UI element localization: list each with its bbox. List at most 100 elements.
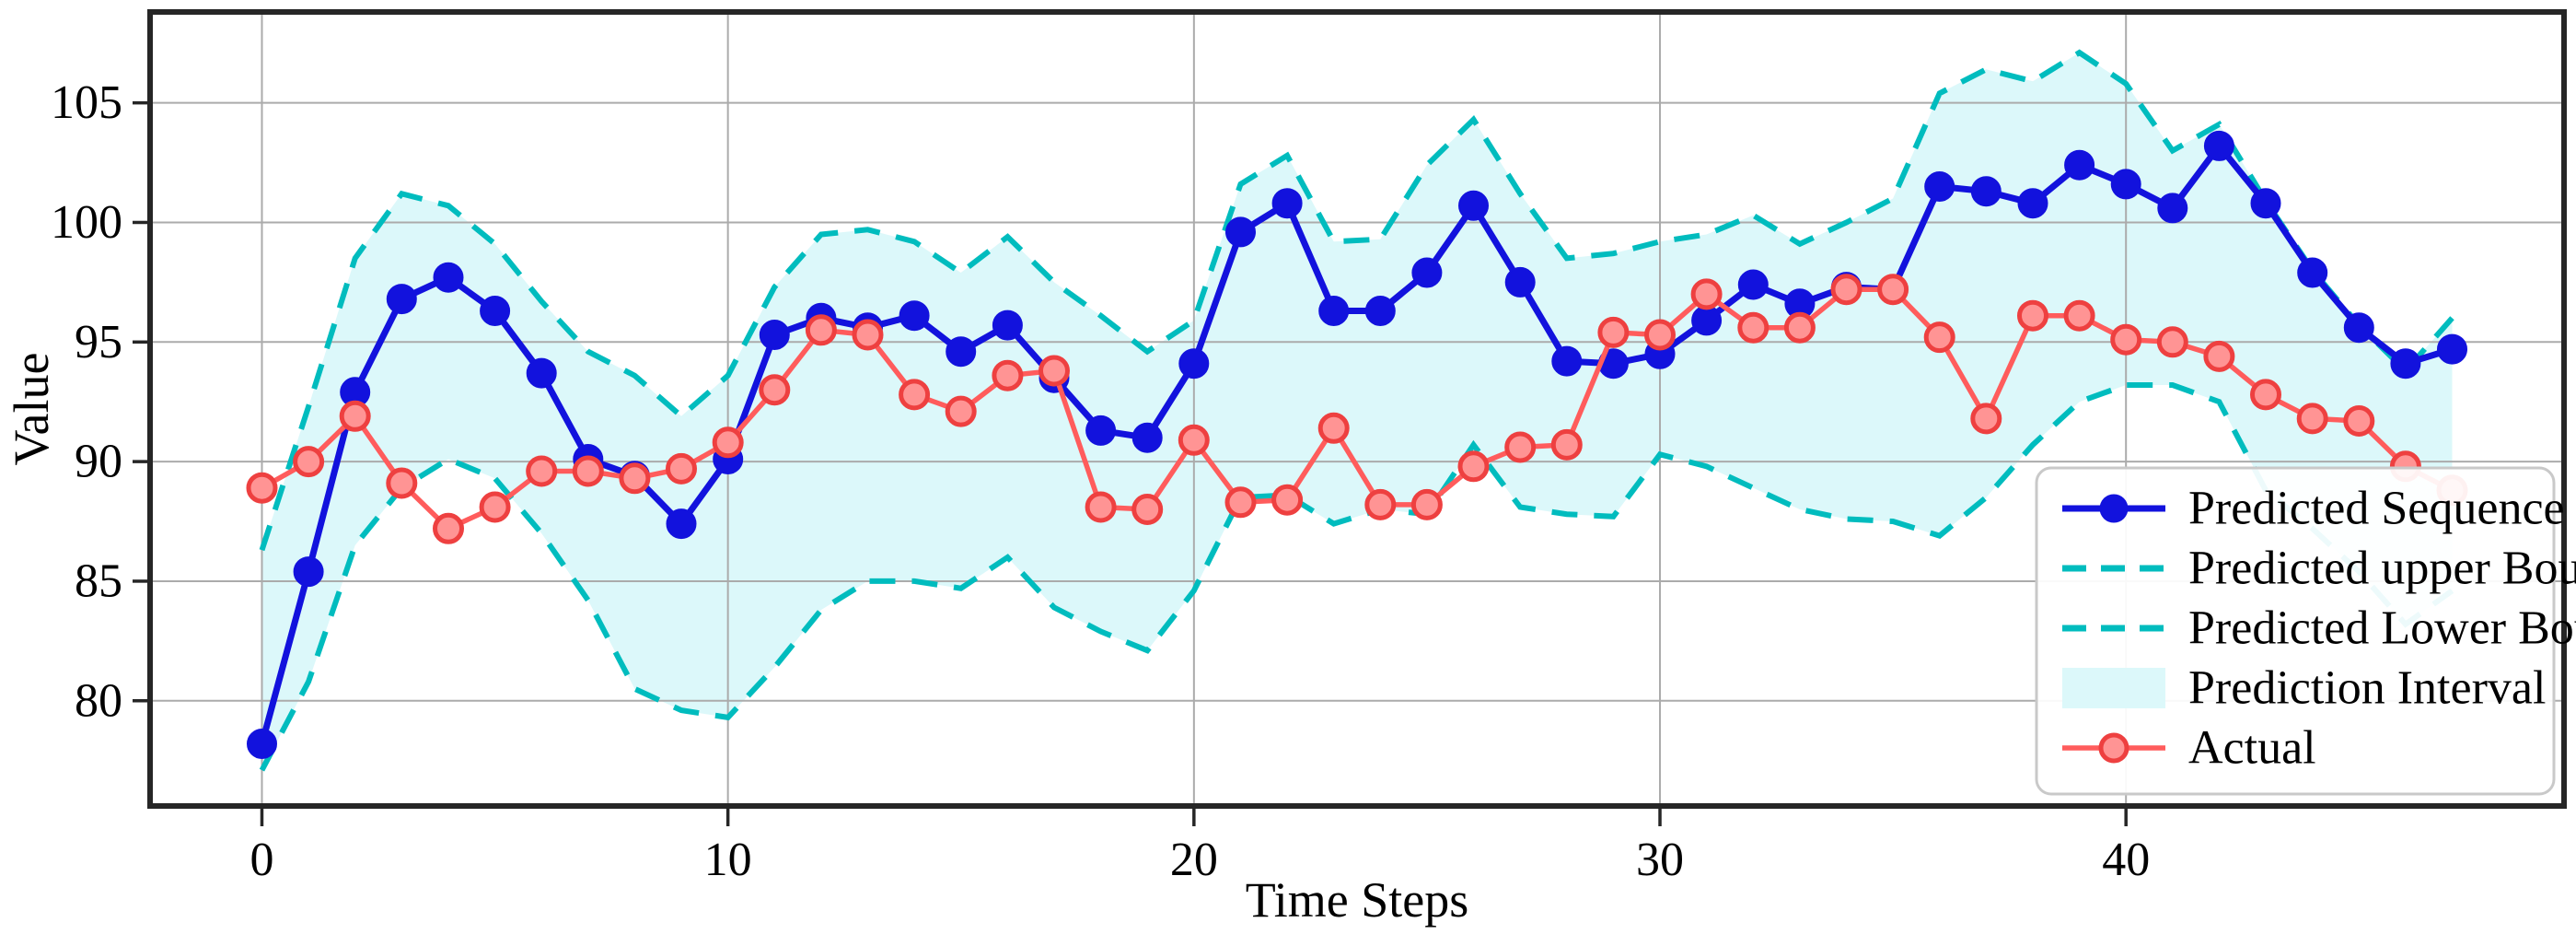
actual-marker: [526, 455, 558, 487]
predicted-sequence-marker: [1318, 296, 1350, 326]
legend-sample-actual-marker: [2098, 732, 2129, 764]
actual-marker: [2296, 403, 2328, 435]
actual-marker: [2110, 323, 2142, 356]
predicted-sequence-marker: [2110, 169, 2141, 200]
actual-marker: [2156, 326, 2188, 358]
legend-box: [2035, 466, 2556, 796]
actual-marker: [666, 452, 697, 485]
legend-sample-interval-swatch: [2062, 668, 2165, 708]
actual-marker: [1923, 321, 1955, 354]
x-tick-label: 20: [1170, 834, 1218, 886]
actual-marker: [2343, 405, 2375, 437]
actual-marker: [1410, 488, 1443, 520]
x-tick-label: 10: [704, 834, 752, 886]
y-tick-label: 90: [75, 436, 122, 488]
actual-marker: [2017, 299, 2048, 332]
predicted-sequence-marker: [759, 320, 790, 350]
actual-marker: [479, 491, 511, 523]
actual-marker: [1644, 319, 1676, 351]
predicted-sequence-marker: [1271, 188, 1303, 219]
actual-marker: [293, 446, 325, 478]
actual-marker: [619, 462, 651, 495]
actual-marker: [1085, 491, 1117, 523]
actual-marker: [2063, 299, 2095, 332]
y-tick-label: 95: [75, 316, 122, 368]
predicted-sequence-marker: [1225, 216, 1256, 248]
actual-marker: [945, 395, 977, 427]
predicted-sequence-marker: [526, 357, 557, 389]
actual-marker: [1131, 494, 1164, 525]
actual-marker: [339, 400, 371, 432]
predicted-sequence-marker: [1924, 171, 1955, 202]
y-axis-label: Value: [4, 353, 59, 466]
actual-marker: [899, 379, 931, 411]
actual-marker: [1970, 403, 2002, 435]
predicted-sequence-marker: [1504, 266, 1536, 298]
predicted-sequence-marker: [1364, 296, 1396, 326]
actual-marker: [805, 314, 837, 346]
legend-label: Prediction Interval: [2188, 662, 2546, 715]
predicted-sequence-marker: [2017, 188, 2048, 219]
actual-marker: [1271, 484, 1304, 516]
actual-marker: [2250, 379, 2281, 411]
predicted-sequence-marker: [2250, 188, 2281, 219]
actual-marker: [246, 472, 278, 504]
actual-marker: [1690, 278, 1723, 310]
actual-marker: [1550, 428, 1583, 461]
actual-marker: [759, 374, 791, 406]
predicted-sequence-marker: [247, 729, 277, 759]
actual-marker: [1039, 355, 1070, 387]
x-tick-label: 30: [1636, 834, 1684, 886]
actual-marker: [1178, 424, 1210, 456]
plot-border: [147, 9, 2567, 809]
actual-marker: [1783, 311, 1816, 344]
x-tick-label: 0: [249, 834, 273, 886]
actual-marker: [386, 467, 418, 499]
actual-marker: [572, 455, 604, 487]
legend-label: Predicted Sequence: [2188, 483, 2565, 535]
y-tick-label: 105: [51, 76, 122, 129]
predicted-sequence-marker: [2203, 130, 2234, 161]
predicted-sequence-marker: [480, 296, 511, 326]
actual-marker: [1317, 412, 1350, 444]
predicted-sequence-marker: [1737, 269, 1769, 300]
actual-marker: [1457, 450, 1490, 483]
predicted-sequence-marker: [992, 309, 1023, 341]
legend-label: Predicted upper Bound: [2188, 543, 2576, 595]
y-tick-label: 85: [75, 555, 122, 607]
actual-marker: [712, 426, 744, 459]
predicted-sequence-marker: [386, 284, 417, 315]
predicted-sequence-marker: [1178, 348, 1210, 380]
actual-marker: [1364, 488, 1397, 520]
predicted-sequence-marker: [433, 262, 464, 293]
actual-marker: [1877, 274, 1909, 306]
predicted-sequence-marker: [2064, 149, 2095, 181]
predicted-sequence-marker: [1411, 257, 1443, 288]
predicted-sequence-marker: [1970, 176, 2002, 207]
actual-marker: [1504, 431, 1537, 463]
predicted-sequence-marker: [2390, 348, 2421, 380]
predicted-sequence-marker: [1458, 190, 1489, 221]
predicted-sequence-marker: [2297, 257, 2328, 288]
actual-marker: [852, 319, 884, 351]
legend-label: Actual: [2188, 722, 2316, 775]
predicted-sequence-marker: [899, 300, 930, 332]
prediction-interval-fill: [261, 53, 2453, 771]
lower-bound-line: [259, 382, 2454, 772]
x-axis-label: Time Steps: [1246, 872, 1469, 928]
predicted-sequence-marker: [1691, 305, 1723, 336]
predicted-sequence-marker: [666, 508, 697, 540]
legend-sample-predicted-marker: [2099, 494, 2129, 523]
actual-marker: [1597, 316, 1630, 348]
actual-marker: [2203, 340, 2235, 372]
predicted-sequence-marker: [1085, 415, 1117, 446]
y-tick-label: 80: [75, 674, 122, 727]
actual-marker: [433, 512, 464, 544]
upper-bound-line: [259, 49, 2454, 552]
predicted-sequence-marker: [2157, 193, 2188, 224]
predicted-sequence-marker: [2437, 333, 2467, 365]
y-tick-label: 100: [51, 196, 122, 249]
x-tick-label: 40: [2102, 834, 2150, 886]
